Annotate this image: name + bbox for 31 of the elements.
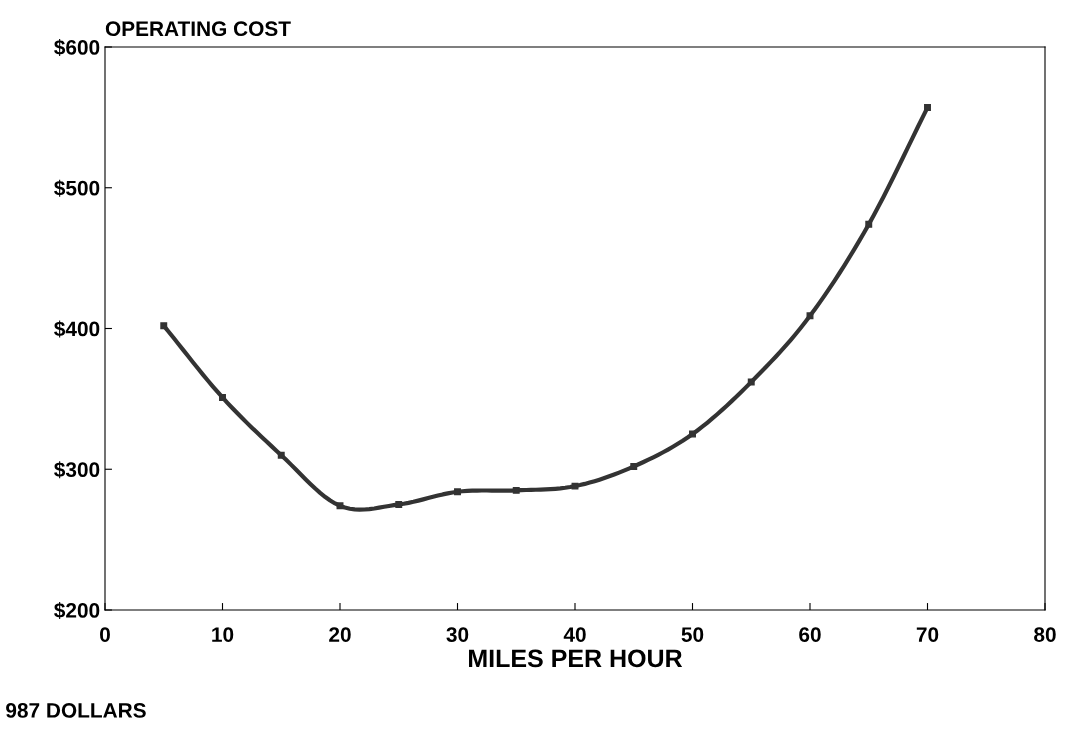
- y-tick-label: $200: [54, 602, 100, 620]
- x-tick-label: 20: [329, 627, 351, 642]
- point: [336, 502, 344, 510]
- x-tick-label: 0: [100, 627, 110, 642]
- y-tick-label: $600: [54, 39, 100, 57]
- point: [512, 486, 520, 494]
- point: [865, 220, 873, 228]
- y-tick-label: $500: [54, 179, 100, 197]
- text: 987 DOLLARS: [6, 703, 146, 718]
- y-tick-label: $400: [54, 320, 100, 338]
- point: [454, 488, 461, 496]
- x-tick-label: 30: [446, 627, 469, 642]
- point: [630, 462, 638, 470]
- x-tick-label: 60: [799, 627, 821, 642]
- x-tick-label: 40: [563, 627, 586, 642]
- x-tick-label: 10: [212, 627, 234, 642]
- point: [747, 378, 755, 386]
- point: [571, 482, 579, 490]
- x-axis-title: MILES PER HOUR: [469, 649, 683, 668]
- point: [160, 322, 168, 330]
- x-tick-label: 80: [1034, 627, 1056, 642]
- x-tick-label: 70: [916, 627, 939, 642]
- chart-title: OPERATING COST: [105, 21, 291, 37]
- point: [924, 104, 931, 111]
- point: [395, 500, 403, 508]
- point: [806, 312, 814, 320]
- point: [219, 393, 226, 401]
- point: [689, 430, 696, 438]
- x-tick-label: 50: [681, 627, 704, 642]
- point: [277, 451, 285, 459]
- y-tick-label: $300: [54, 461, 100, 479]
